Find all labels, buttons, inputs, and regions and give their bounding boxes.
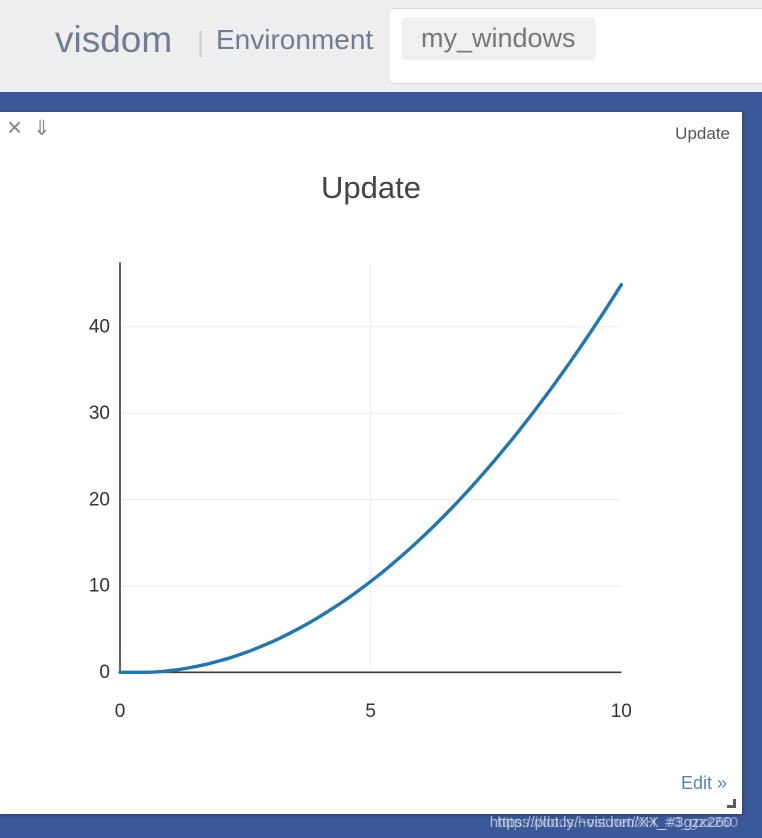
svg-text:10: 10: [611, 701, 632, 722]
svg-text:0: 0: [99, 662, 110, 683]
svg-text:20: 20: [89, 489, 110, 510]
svg-text:40: 40: [89, 317, 110, 338]
svg-text:5: 5: [365, 701, 376, 722]
svg-text:10: 10: [89, 576, 110, 597]
svg-text:30: 30: [89, 403, 110, 424]
svg-text:0: 0: [115, 701, 126, 722]
